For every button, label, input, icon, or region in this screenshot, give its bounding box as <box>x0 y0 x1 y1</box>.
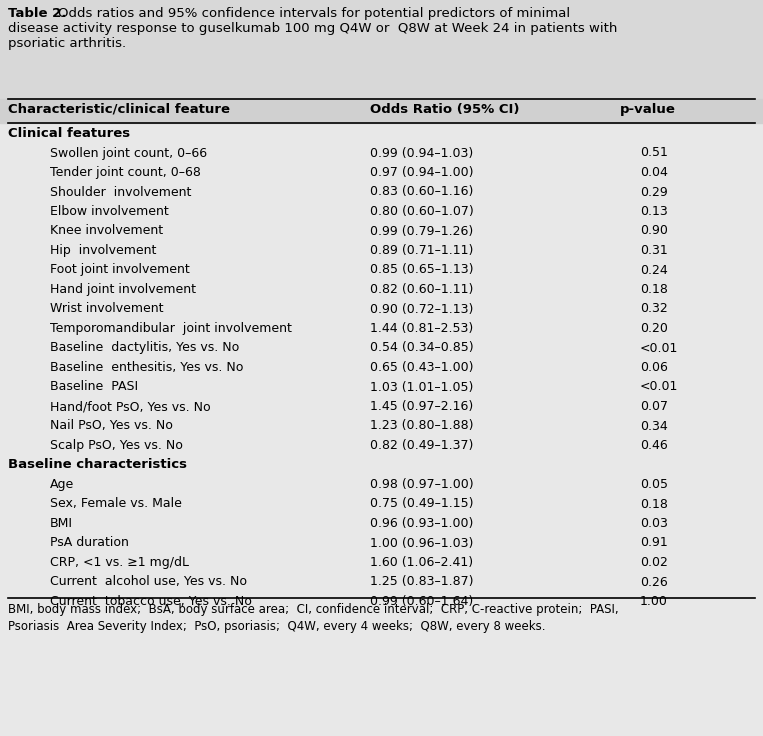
Text: Current  alcohol use, Yes vs. No: Current alcohol use, Yes vs. No <box>50 576 247 589</box>
Text: 1.45 (0.97–2.16): 1.45 (0.97–2.16) <box>370 400 473 413</box>
Text: 0.29: 0.29 <box>640 185 668 199</box>
Text: Temporomandibular  joint involvement: Temporomandibular joint involvement <box>50 322 292 335</box>
Text: 0.89 (0.71–1.11): 0.89 (0.71–1.11) <box>370 244 473 257</box>
Text: Knee involvement: Knee involvement <box>50 224 163 238</box>
Text: 0.83 (0.60–1.16): 0.83 (0.60–1.16) <box>370 185 473 199</box>
Text: Baseline  PASI: Baseline PASI <box>50 381 138 394</box>
Text: Table 2.: Table 2. <box>8 7 66 20</box>
Text: <0.01: <0.01 <box>640 381 678 394</box>
Text: Odds ratios and 95% confidence intervals for potential predictors of minimal: Odds ratios and 95% confidence intervals… <box>58 7 570 20</box>
Text: 0.18: 0.18 <box>640 498 668 511</box>
Text: 0.54 (0.34–0.85): 0.54 (0.34–0.85) <box>370 342 474 355</box>
Text: 0.82 (0.49–1.37): 0.82 (0.49–1.37) <box>370 439 473 452</box>
Text: p-value: p-value <box>620 103 676 116</box>
Text: 0.07: 0.07 <box>640 400 668 413</box>
Text: 0.90 (0.72–1.13): 0.90 (0.72–1.13) <box>370 302 473 316</box>
Text: 0.04: 0.04 <box>640 166 668 179</box>
Text: 0.99 (0.79–1.26): 0.99 (0.79–1.26) <box>370 224 473 238</box>
Text: 0.32: 0.32 <box>640 302 668 316</box>
Text: 0.80 (0.60–1.07): 0.80 (0.60–1.07) <box>370 205 474 218</box>
Text: 1.00: 1.00 <box>640 595 668 608</box>
Text: Age: Age <box>50 478 74 491</box>
Text: 0.65 (0.43–1.00): 0.65 (0.43–1.00) <box>370 361 474 374</box>
Text: Hip  involvement: Hip involvement <box>50 244 156 257</box>
Text: 0.75 (0.49–1.15): 0.75 (0.49–1.15) <box>370 498 474 511</box>
Text: Tender joint count, 0–68: Tender joint count, 0–68 <box>50 166 201 179</box>
Text: 1.03 (1.01–1.05): 1.03 (1.01–1.05) <box>370 381 473 394</box>
Text: 0.03: 0.03 <box>640 517 668 530</box>
Text: CRP, <1 vs. ≥1 mg/dL: CRP, <1 vs. ≥1 mg/dL <box>50 556 189 569</box>
Text: 0.34: 0.34 <box>640 420 668 433</box>
Text: Baseline  dactylitis, Yes vs. No: Baseline dactylitis, Yes vs. No <box>50 342 240 355</box>
Text: 0.85 (0.65–1.13): 0.85 (0.65–1.13) <box>370 263 474 277</box>
Text: 0.90: 0.90 <box>640 224 668 238</box>
Text: Current  tobacco use, Yes vs. No: Current tobacco use, Yes vs. No <box>50 595 252 608</box>
Text: Clinical features: Clinical features <box>8 127 130 140</box>
Text: 0.06: 0.06 <box>640 361 668 374</box>
Text: Foot joint involvement: Foot joint involvement <box>50 263 190 277</box>
Text: Baseline characteristics: Baseline characteristics <box>8 459 187 472</box>
Text: BMI, body mass index;  BsA, body surface area;  CI, confidence interval;  CRP, C: BMI, body mass index; BsA, body surface … <box>8 603 619 633</box>
Text: 0.82 (0.60–1.11): 0.82 (0.60–1.11) <box>370 283 473 296</box>
Text: 0.02: 0.02 <box>640 556 668 569</box>
Text: Odds Ratio (95% CI): Odds Ratio (95% CI) <box>370 103 520 116</box>
Text: 0.24: 0.24 <box>640 263 668 277</box>
Text: 0.13: 0.13 <box>640 205 668 218</box>
Text: Shoulder  involvement: Shoulder involvement <box>50 185 192 199</box>
Text: 0.18: 0.18 <box>640 283 668 296</box>
Text: 1.00 (0.96–1.03): 1.00 (0.96–1.03) <box>370 537 473 550</box>
Text: Wrist involvement: Wrist involvement <box>50 302 163 316</box>
Text: 0.96 (0.93–1.00): 0.96 (0.93–1.00) <box>370 517 473 530</box>
Text: 0.98 (0.97–1.00): 0.98 (0.97–1.00) <box>370 478 474 491</box>
Text: 1.23 (0.80–1.88): 1.23 (0.80–1.88) <box>370 420 474 433</box>
Text: 0.05: 0.05 <box>640 478 668 491</box>
Text: Sex, Female vs. Male: Sex, Female vs. Male <box>50 498 182 511</box>
Text: 0.99 (0.94–1.03): 0.99 (0.94–1.03) <box>370 146 473 160</box>
Text: 0.99 (0.60–1.64): 0.99 (0.60–1.64) <box>370 595 473 608</box>
Text: 0.31: 0.31 <box>640 244 668 257</box>
Text: 0.20: 0.20 <box>640 322 668 335</box>
Text: Elbow involvement: Elbow involvement <box>50 205 169 218</box>
Text: Swollen joint count, 0–66: Swollen joint count, 0–66 <box>50 146 207 160</box>
Bar <box>0 99 763 123</box>
Text: Hand joint involvement: Hand joint involvement <box>50 283 196 296</box>
Text: 0.26: 0.26 <box>640 576 668 589</box>
Text: 1.25 (0.83–1.87): 1.25 (0.83–1.87) <box>370 576 474 589</box>
Text: 1.44 (0.81–2.53): 1.44 (0.81–2.53) <box>370 322 473 335</box>
Text: 0.97 (0.94–1.00): 0.97 (0.94–1.00) <box>370 166 474 179</box>
Text: Nail PsO, Yes vs. No: Nail PsO, Yes vs. No <box>50 420 173 433</box>
Text: Baseline  enthesitis, Yes vs. No: Baseline enthesitis, Yes vs. No <box>50 361 243 374</box>
Text: psoriatic arthritis.: psoriatic arthritis. <box>8 37 126 50</box>
Text: 0.51: 0.51 <box>640 146 668 160</box>
Text: <0.01: <0.01 <box>640 342 678 355</box>
Text: disease activity response to guselkumab 100 mg Q4W or  Q8W at Week 24 in patient: disease activity response to guselkumab … <box>8 22 617 35</box>
Text: Characteristic/clinical feature: Characteristic/clinical feature <box>8 103 230 116</box>
Text: 0.46: 0.46 <box>640 439 668 452</box>
Text: Scalp PsO, Yes vs. No: Scalp PsO, Yes vs. No <box>50 439 183 452</box>
Bar <box>0 0 763 99</box>
Text: Hand/foot PsO, Yes vs. No: Hand/foot PsO, Yes vs. No <box>50 400 211 413</box>
Text: PsA duration: PsA duration <box>50 537 129 550</box>
Text: 0.91: 0.91 <box>640 537 668 550</box>
Text: 1.60 (1.06–2.41): 1.60 (1.06–2.41) <box>370 556 473 569</box>
Text: BMI: BMI <box>50 517 73 530</box>
